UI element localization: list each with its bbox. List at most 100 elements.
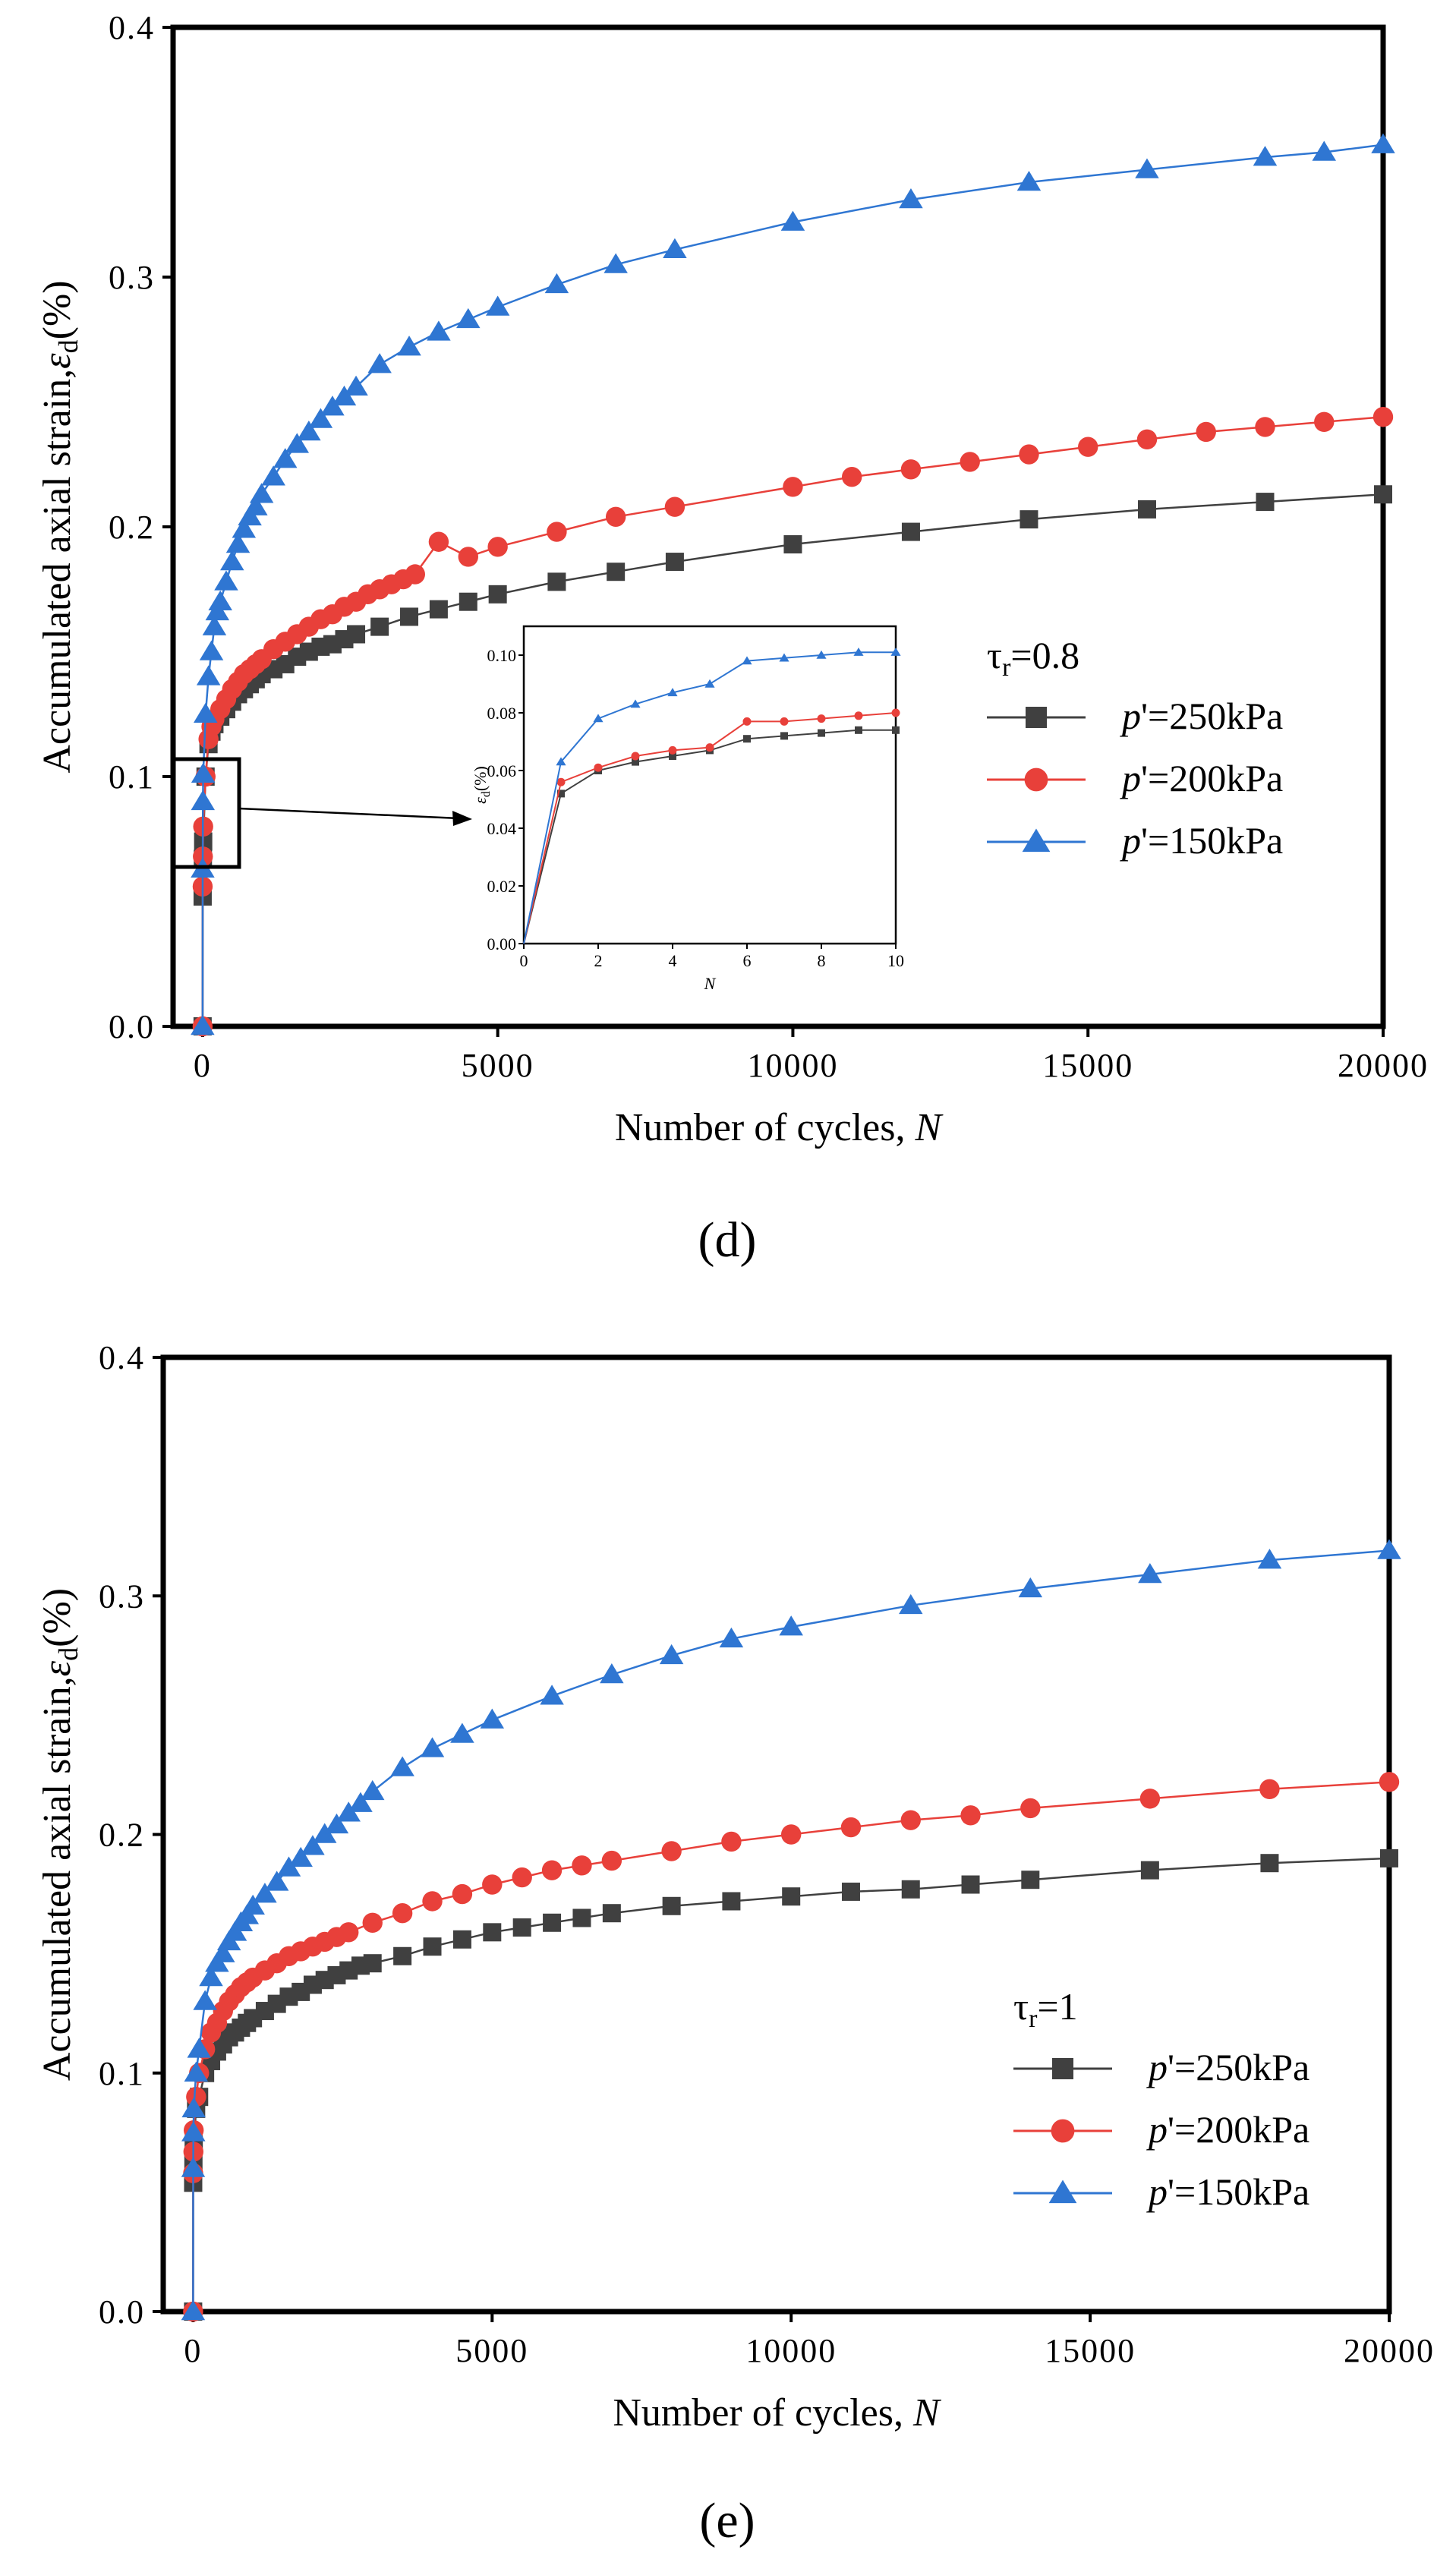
data-point — [181, 2121, 206, 2142]
data-point — [1019, 444, 1039, 465]
data-point — [572, 1908, 591, 1927]
inset-data-point — [705, 743, 714, 752]
data-point — [459, 592, 477, 611]
data-point — [1020, 510, 1038, 529]
data-point — [344, 375, 368, 396]
data-point — [1259, 1779, 1280, 1799]
y-tick-label: 0.2 — [99, 1817, 145, 1854]
data-point — [220, 550, 244, 571]
data-point — [1196, 421, 1216, 443]
inset-data-point — [593, 714, 604, 723]
data-point — [194, 702, 218, 723]
inset-data-point — [668, 745, 677, 755]
data-point — [512, 1918, 531, 1937]
data-point — [780, 210, 805, 231]
data-point — [324, 1813, 349, 1834]
data-point — [452, 1930, 471, 1949]
data-point — [899, 188, 923, 209]
data-point — [390, 1756, 414, 1776]
data-point — [482, 1874, 503, 1895]
inset-chart: 0 2 4 6 8 10 0.00 0.02 0.04 0.06 0.08 0.10 Nεd(%) — [471, 625, 904, 993]
data-point — [241, 1894, 265, 1915]
inset-data-point — [854, 711, 863, 720]
legend-item: p'=150kPa — [987, 819, 1283, 862]
data-point — [485, 295, 510, 316]
data-point — [214, 570, 238, 591]
data-point — [450, 1722, 474, 1743]
zoom-box — [171, 757, 241, 869]
zoom-arrow-head — [452, 811, 472, 826]
inset-data-point — [630, 699, 641, 708]
inset-frame — [522, 625, 897, 945]
inset-x-axis-title: N — [704, 974, 717, 993]
legend-marker — [1052, 2058, 1073, 2079]
data-point — [181, 2157, 206, 2177]
inset-data-point — [632, 758, 639, 766]
data-point — [208, 590, 232, 610]
data-point — [782, 1887, 801, 1906]
data-point — [456, 307, 481, 329]
data-point — [1314, 411, 1335, 433]
data-point — [665, 553, 684, 572]
inset-data-point — [743, 735, 751, 743]
x-tick-label: 20000 — [1338, 1047, 1429, 1084]
inset-x-tick-label: 10 — [887, 951, 904, 970]
data-point — [1372, 407, 1394, 427]
data-point — [480, 1708, 505, 1729]
data-point — [288, 1846, 313, 1867]
data-point — [423, 1937, 442, 1956]
data-point — [225, 533, 251, 553]
legend-marker — [1024, 767, 1048, 792]
inset-x-tick-label: 6 — [743, 951, 752, 970]
x-axis-title: Number of cycles, N — [613, 2391, 942, 2435]
inset-y-tick-label: 0.02 — [487, 877, 517, 896]
data-point — [1021, 1871, 1040, 1889]
legend-marker — [1022, 828, 1051, 853]
data-point — [547, 522, 567, 542]
x-tick-label: 15000 — [1045, 2332, 1136, 2369]
inset-data-point — [556, 757, 566, 766]
legend-item: p'=200kPa — [1013, 2108, 1309, 2151]
data-point — [1371, 133, 1395, 153]
data-point — [187, 2038, 212, 2058]
data-point — [600, 1663, 624, 1684]
data-point — [191, 762, 216, 783]
data-point — [196, 665, 221, 686]
inset-data-point — [891, 708, 900, 717]
inset-data-point — [557, 790, 565, 798]
legend-marker — [1048, 2179, 1077, 2204]
data-point — [363, 1954, 382, 1973]
data-point — [273, 448, 298, 468]
y-tick-label: 0.0 — [109, 1008, 155, 1045]
chart-panel-e: 0 5000 10000 15000 20000 0.0 0.1 0.2 0.3 0.4 Numbe… — [36, 1339, 1433, 2548]
data-point — [662, 1896, 681, 1915]
x-tick-label: 5000 — [455, 2332, 528, 2369]
data-point — [605, 506, 626, 528]
data-point — [783, 535, 802, 554]
inset-y-tick-label: 0.10 — [487, 646, 517, 665]
inset-series-circle — [523, 708, 900, 944]
data-point — [428, 531, 449, 552]
y-axis-title: Accumulated axial strain,εd(%) — [36, 1588, 84, 2081]
plot-frame — [160, 1354, 1392, 2315]
data-point — [961, 1875, 980, 1894]
inset-data-point — [855, 726, 862, 734]
legend-item: p'=150kPa — [1013, 2170, 1309, 2213]
inset-x-tick-label: 4 — [669, 951, 677, 970]
data-point — [544, 273, 569, 294]
data-point — [960, 1805, 981, 1826]
data-point — [285, 433, 310, 453]
legend-item: p'=200kPa — [987, 757, 1283, 799]
legend-marker — [1026, 707, 1047, 728]
inset-data-point — [890, 647, 901, 656]
panel-caption: (e) — [699, 2493, 755, 2548]
y-tick-label: 0.4 — [109, 9, 155, 46]
legend-label: p'=150kPa — [1146, 2170, 1309, 2213]
data-point — [841, 1882, 860, 1901]
y-tick-label: 0.0 — [99, 2293, 145, 2331]
inset-y-tick-label: 0.00 — [487, 935, 517, 953]
data-point — [397, 336, 421, 356]
legend-title: τr=1 — [1013, 1985, 1078, 2033]
data-point — [362, 1912, 383, 1933]
